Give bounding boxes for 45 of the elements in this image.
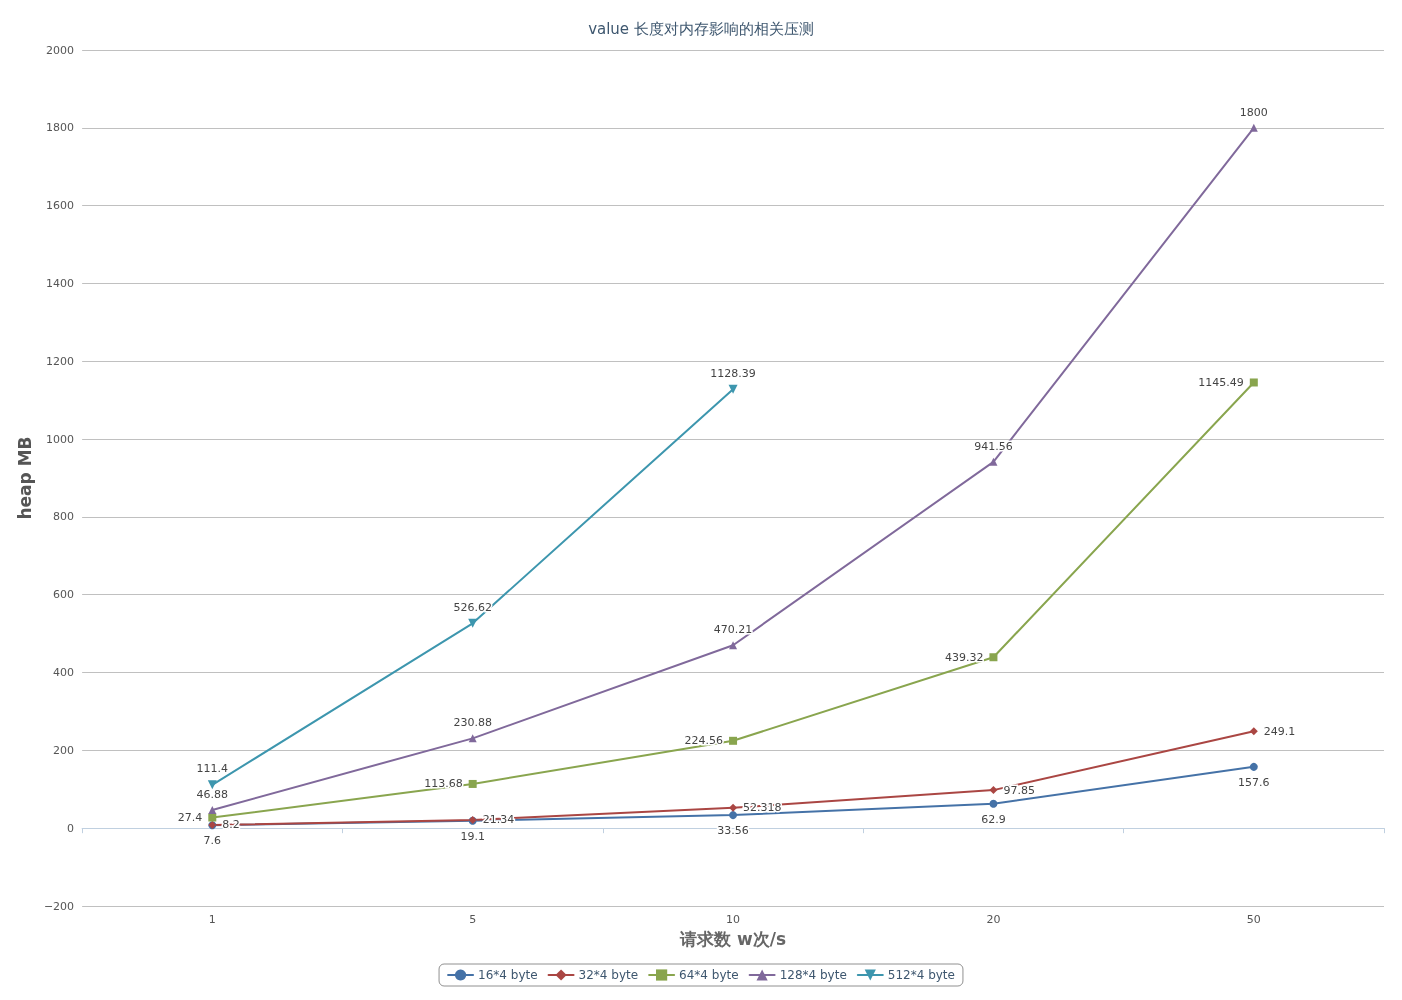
y-tick-label: 2000 <box>46 43 75 57</box>
data-label: 224.56 <box>684 734 724 748</box>
x-tick-label: 50 <box>1246 913 1261 926</box>
y-tick-label: 1200 <box>46 354 75 368</box>
data-label: 157.6 <box>1238 775 1270 789</box>
y-tick-label: 1600 <box>46 199 75 213</box>
data-label: 19.1 <box>460 829 485 843</box>
x-tick-label: 20 <box>986 913 1001 926</box>
y-tick-label: −200 <box>43 899 75 913</box>
data-label: 230.88 <box>453 716 492 730</box>
legend-label: 128*4 byte <box>779 968 847 982</box>
data-label: 21.34 <box>482 813 515 827</box>
x-tick-label: 5 <box>469 913 477 926</box>
data-label: 1800 <box>1239 105 1268 119</box>
y-tick-label: 400 <box>53 666 75 680</box>
data-label: 1145.49 <box>1198 375 1244 389</box>
x-tick-label: 10 <box>726 913 741 926</box>
data-label: 111.4 <box>196 762 229 776</box>
data-label: 113.68 <box>424 777 463 791</box>
x-axis-title: 请求数 w次/s <box>679 928 787 949</box>
data-label: 97.85 <box>1003 783 1035 797</box>
y-axis-title: heap MB <box>14 436 35 520</box>
data-label: 439.32 <box>944 650 984 664</box>
legend-label: 16*4 byte <box>478 968 538 982</box>
data-label: 1128.39 <box>710 366 756 380</box>
chart-title: value 长度对内存影响的相关压测 <box>588 19 814 38</box>
data-label: 7.6 <box>203 834 222 848</box>
y-tick-label: 1400 <box>46 276 75 290</box>
data-label: 33.56 <box>717 824 749 838</box>
y-tick-label: 200 <box>53 743 75 757</box>
data-label: 62.9 <box>981 812 1006 826</box>
y-tick-label: 800 <box>53 510 75 524</box>
y-tick-label: 1000 <box>46 432 75 446</box>
legend-label: 64*4 byte <box>679 968 739 982</box>
y-tick-label: 1800 <box>46 121 75 135</box>
data-label: 46.88 <box>196 787 229 801</box>
data-label: 27.4 <box>177 811 203 825</box>
data-label: 526.62 <box>453 600 492 614</box>
data-label: 470.21 <box>713 623 753 637</box>
legend-label: 512*4 byte <box>887 968 955 982</box>
legend-label: 32*4 byte <box>578 968 639 982</box>
data-label: 249.1 <box>1263 724 1296 738</box>
y-tick-label: 600 <box>53 588 75 602</box>
x-tick-label: 1 <box>208 913 216 926</box>
y-tick-label: 0 <box>67 821 75 835</box>
